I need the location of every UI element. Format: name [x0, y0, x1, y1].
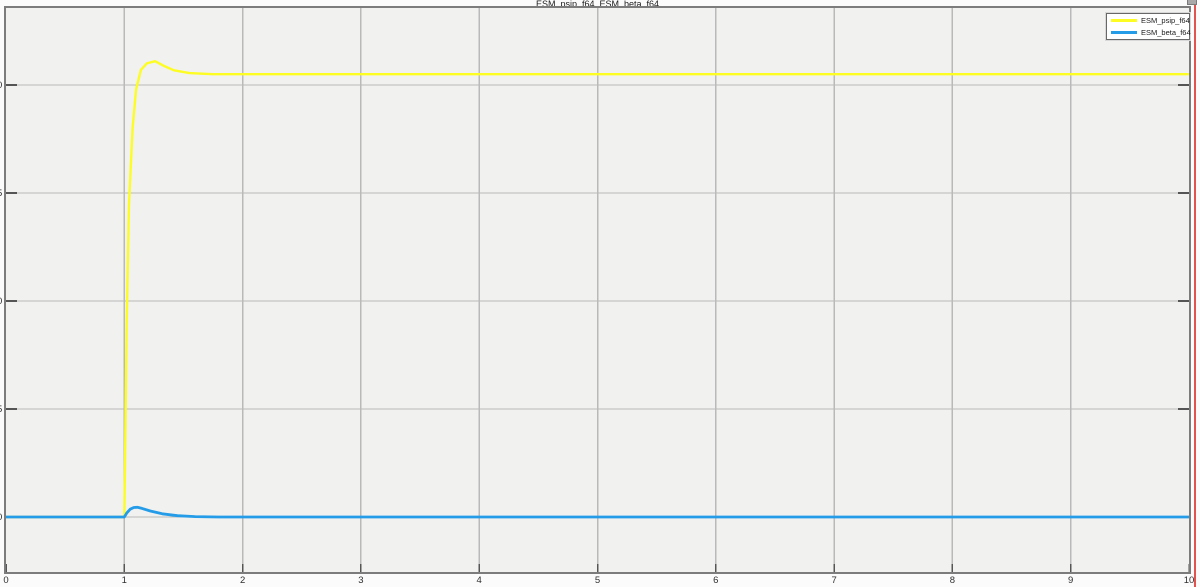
- x-tick-label: 5: [594, 575, 601, 586]
- x-tick-label: 2: [239, 575, 246, 586]
- x-tick-label: 10: [1183, 575, 1195, 586]
- x-tick-label: 7: [831, 575, 837, 586]
- y-tick-label: 5: [0, 188, 5, 199]
- plot-area[interactable]: [4, 6, 1191, 574]
- x-tick-label: 3: [358, 575, 364, 586]
- x-tick-label: 4: [476, 575, 482, 586]
- x-tick-label: 8: [949, 575, 956, 586]
- plot-svg[interactable]: [6, 8, 1189, 572]
- legend[interactable]: ESM_psip_f64 ESM_beta_f64: [1106, 13, 1191, 40]
- x-tick-label: 9: [1068, 575, 1074, 586]
- x-tick-label: 0: [3, 575, 9, 586]
- x-tick-label: 6: [713, 575, 719, 586]
- y-tick-label: 0: [0, 80, 5, 91]
- series-line-ESM_beta_f64: [6, 505, 1189, 519]
- y-tick-label: 0: [0, 296, 5, 307]
- x-tick-label: 1: [121, 575, 127, 586]
- y-tick-label: 0: [0, 512, 5, 523]
- legend-item-psip[interactable]: ESM_psip_f64: [1107, 15, 1190, 26]
- legend-label: ESM_beta_f64: [1141, 28, 1191, 38]
- legend-item-beta[interactable]: ESM_beta_f64: [1107, 28, 1191, 39]
- legend-swatch-blue-icon: [1111, 31, 1137, 35]
- series-line-ESM_psip_f64: [6, 60, 1189, 519]
- legend-label: ESM_psip_f64: [1141, 15, 1190, 25]
- legend-swatch-yellow-icon: [1111, 18, 1137, 22]
- plot-title: ESM_psip_f64, ESM_beta_f64: [535, 0, 660, 9]
- window-edge-artifact: [1187, 0, 1197, 5]
- y-tick-label: 5: [0, 404, 5, 415]
- right-edge-red-line: [1194, 0, 1196, 587]
